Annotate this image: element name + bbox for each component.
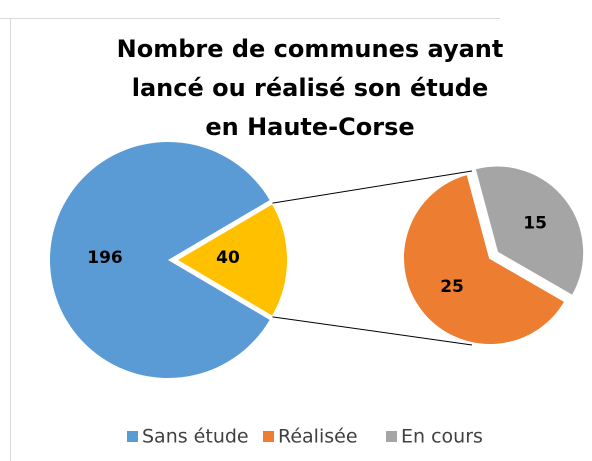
legend-label: Sans étude [142,426,249,448]
legend-label: Réalisée [278,426,358,448]
pie-slice [50,142,270,378]
legend-swatch [386,431,397,442]
pie-slice [473,164,586,298]
value-label: 25 [440,277,464,297]
legend-label: En cours [401,426,483,448]
value-label: 196 [87,248,123,268]
pie-slice [402,172,567,346]
value-label: 15 [523,213,547,233]
legend-swatch [263,431,274,442]
pie-slice [174,201,289,319]
connector-line [272,316,473,346]
value-label: 40 [216,248,240,268]
legend-swatch [127,431,138,442]
chart-title: Nombre de communes ayant lancé ou réalisé… [117,35,504,141]
connector-line [272,170,473,204]
